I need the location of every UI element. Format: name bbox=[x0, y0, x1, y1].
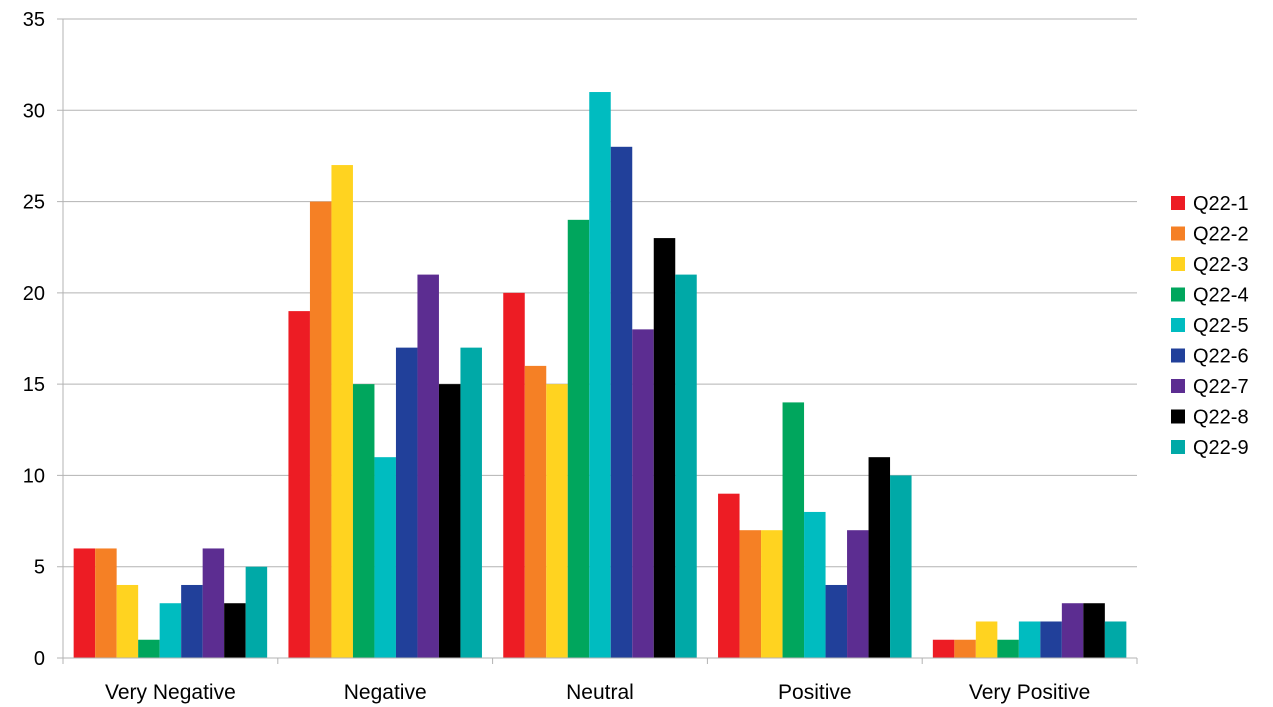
x-category-label: Neutral bbox=[566, 681, 634, 704]
bar-q22-3 bbox=[116, 584, 139, 658]
bar-q22-4 bbox=[352, 384, 375, 658]
x-category-label: Negative bbox=[344, 681, 427, 704]
bar-q22-4 bbox=[138, 639, 160, 658]
x-category-label: Very Negative bbox=[105, 681, 236, 704]
bar-q22-3 bbox=[331, 165, 353, 659]
bar-q22-5 bbox=[1018, 621, 1041, 658]
bar-q22-1 bbox=[932, 639, 955, 658]
bar-q22-4 bbox=[997, 639, 1019, 658]
legend-swatch bbox=[1171, 348, 1185, 363]
bar-q22-1 bbox=[718, 493, 740, 658]
legend-label: Q22-2 bbox=[1193, 224, 1249, 246]
bar-q22-8 bbox=[653, 238, 676, 659]
bar-q22-4 bbox=[782, 402, 805, 658]
bar-q22-5 bbox=[589, 92, 611, 659]
bar-q22-7 bbox=[202, 548, 225, 658]
bar-q22-2 bbox=[524, 365, 547, 658]
bar-q22-6 bbox=[610, 146, 633, 659]
bar-q22-9 bbox=[1104, 621, 1127, 658]
y-tick-label: 25 bbox=[23, 192, 45, 214]
legend-label: Q22-8 bbox=[1193, 407, 1249, 429]
bar-q22-6 bbox=[395, 347, 418, 658]
bar-q22-2 bbox=[739, 530, 762, 658]
legend-label: Q22-6 bbox=[1193, 346, 1249, 368]
bar-q22-6 bbox=[1040, 621, 1062, 658]
legend-swatch bbox=[1171, 409, 1185, 424]
x-axis-categories: Very Negative Negative Neutral Positive Very… bbox=[105, 681, 1090, 704]
legend-swatch bbox=[1171, 196, 1185, 210]
bar-q22-4 bbox=[567, 219, 590, 659]
bar-q22-9 bbox=[675, 274, 697, 658]
bar-q22-7 bbox=[1061, 603, 1084, 658]
bar-q22-6 bbox=[181, 584, 203, 658]
y-tick-label: 5 bbox=[34, 557, 45, 579]
bar-q22-8 bbox=[1083, 603, 1105, 658]
bar-q22-2 bbox=[954, 639, 976, 658]
legend-swatch bbox=[1171, 226, 1185, 241]
bar-q22-1 bbox=[73, 548, 96, 658]
legend-label: Q22-5 bbox=[1193, 315, 1249, 337]
y-tick-label: 15 bbox=[23, 374, 45, 396]
bar-q22-7 bbox=[632, 329, 654, 658]
bars bbox=[73, 92, 1127, 659]
bar-q22-8 bbox=[438, 384, 461, 658]
bar-q22-7 bbox=[417, 274, 439, 658]
y-axis-ticks: 0 5 10 15 20 25 30 35 bbox=[23, 9, 45, 670]
y-tick-label: 35 bbox=[23, 9, 45, 31]
legend-label: Q22-4 bbox=[1193, 285, 1249, 307]
x-category-label: Positive bbox=[778, 681, 852, 704]
bar-q22-3 bbox=[761, 530, 783, 658]
bar-q22-9 bbox=[890, 475, 912, 658]
x-category-label: Very Positive bbox=[969, 681, 1090, 704]
bar-q22-1 bbox=[503, 292, 525, 658]
y-tick-label: 0 bbox=[34, 648, 45, 670]
y-tick-label: 10 bbox=[23, 465, 45, 487]
bar-q22-2 bbox=[95, 548, 117, 658]
bar-q22-2 bbox=[309, 201, 332, 659]
bar-q22-3 bbox=[546, 384, 568, 658]
bar-q22-5 bbox=[804, 511, 826, 658]
legend-swatch bbox=[1171, 379, 1185, 393]
bar-q22-8 bbox=[224, 603, 246, 658]
bar-q22-8 bbox=[868, 457, 891, 658]
legend: Q22-1 Q22-2 Q22-3 Q22-4 Q22-5 Q22-6 Q22-7 Q22-8… bbox=[1171, 193, 1249, 459]
legend-label: Q22-9 bbox=[1193, 437, 1249, 459]
axes bbox=[62, 19, 1138, 664]
bar-q22-1 bbox=[288, 311, 310, 658]
legend-label: Q22-1 bbox=[1193, 193, 1249, 215]
legend-swatch bbox=[1171, 257, 1185, 271]
bar-q22-3 bbox=[975, 621, 998, 658]
legend-label: Q22-3 bbox=[1193, 254, 1249, 276]
legend-swatch bbox=[1171, 440, 1185, 454]
legend-label: Q22-7 bbox=[1193, 376, 1249, 398]
bar-q22-5 bbox=[159, 603, 182, 658]
bar-q22-9 bbox=[245, 566, 268, 658]
bar-q22-9 bbox=[460, 347, 482, 658]
legend-swatch bbox=[1171, 287, 1185, 302]
bar-q22-6 bbox=[825, 584, 848, 658]
legend-swatch bbox=[1171, 318, 1185, 332]
bar-q22-5 bbox=[374, 457, 396, 658]
bar-q22-7 bbox=[847, 530, 869, 658]
y-tick-label: 30 bbox=[23, 100, 45, 122]
y-tick-label: 20 bbox=[23, 283, 45, 305]
